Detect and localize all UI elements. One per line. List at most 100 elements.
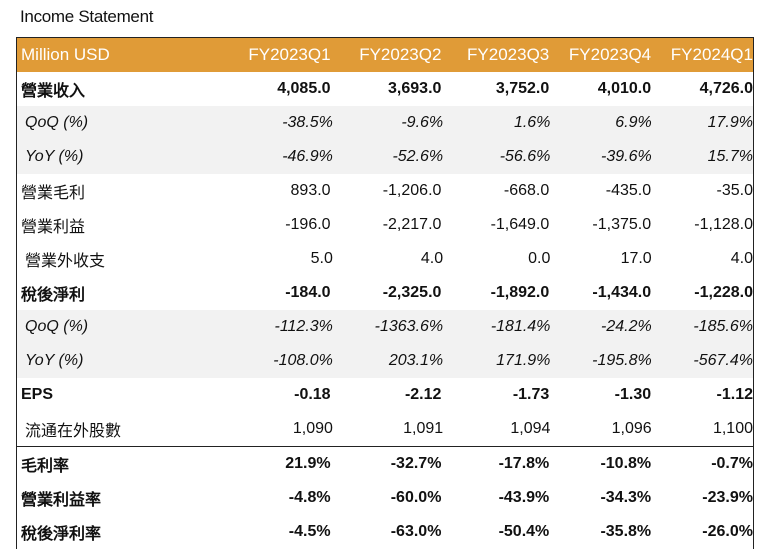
row-value: 4.0	[730, 250, 753, 267]
row-value: -112.3%	[274, 318, 333, 335]
row-value: 203.1%	[388, 352, 444, 369]
row-value: 17.9%	[707, 114, 753, 131]
row-value: -1,128.0	[694, 216, 753, 233]
row-value: -9.6%	[401, 114, 444, 131]
row-label: 營業收入	[21, 83, 86, 100]
row-value: -39.6%	[601, 148, 652, 165]
row-value: -10.8%	[600, 455, 652, 472]
table-row: 營業利益率 -4.8% -60.0% -43.9% -34.3% -23.9%	[17, 481, 753, 515]
row-value: -196.0	[285, 216, 331, 233]
row-value: -26.0%	[702, 523, 753, 540]
row-value: 5.0	[310, 250, 333, 267]
row-value: -60.0%	[390, 489, 442, 506]
row-label: QoQ (%)	[25, 114, 89, 131]
row-value: 15.7%	[707, 148, 753, 165]
row-value: -435.0	[605, 182, 652, 199]
row-label: 營業外收支	[25, 253, 106, 270]
row-label: 毛利率	[21, 458, 70, 475]
row-value: -2,325.0	[382, 284, 442, 301]
row-label: EPS	[21, 386, 54, 403]
table-row: EPS -0.18 -2.12 -1.73 -1.30 -1.12	[17, 378, 753, 412]
table-row: 營業毛利 893.0 -1,206.0 -668.0 -435.0 -35.0	[17, 174, 753, 208]
row-value: -2,217.0	[382, 216, 442, 233]
row-value: -35.8%	[600, 523, 652, 540]
row-value: 893.0	[290, 182, 331, 199]
row-value: -4.8%	[288, 489, 331, 506]
row-value: -56.6%	[499, 148, 551, 165]
row-value: -52.6%	[392, 148, 444, 165]
row-value: -1.12	[716, 386, 753, 403]
row-value: -567.4%	[693, 352, 753, 369]
header-period: FY2023Q1	[248, 45, 331, 64]
table-row: 毛利率 21.9% -32.7% -17.8% -10.8% -0.7%	[17, 446, 753, 481]
table-row: QoQ (%) -112.3% -1363.6% -181.4% -24.2% -185.…	[17, 310, 753, 344]
row-value: -181.4%	[490, 318, 551, 335]
row-value: 1,100	[712, 420, 753, 437]
row-value: 1.6%	[513, 114, 551, 131]
row-value: -35.0	[716, 182, 753, 199]
row-value: -195.8%	[592, 352, 652, 369]
table-row: 稅後淨利率 -4.5% -63.0% -50.4% -35.8% -26.0%	[17, 515, 753, 549]
row-value: 17.0	[620, 250, 652, 267]
row-label: 稅後淨利率	[21, 526, 102, 543]
header-period: FY2023Q2	[359, 45, 442, 64]
table-row: 營業利益 -196.0 -2,217.0 -1,649.0 -1,375.0 -1,128…	[17, 208, 753, 242]
row-value: -0.18	[294, 386, 331, 403]
row-value: -24.2%	[601, 318, 652, 335]
row-value: -1,649.0	[490, 216, 550, 233]
row-value: -1,228.0	[694, 284, 753, 301]
row-value: 4,085.0	[277, 80, 331, 97]
row-value: 3,693.0	[388, 80, 442, 97]
row-value: -2.12	[404, 386, 442, 403]
header-period: FY2024Q1	[670, 45, 753, 64]
row-label: 稅後淨利	[21, 287, 86, 304]
row-value: -1,434.0	[592, 284, 652, 301]
row-label: 營業毛利	[21, 185, 86, 202]
row-value: -0.7%	[711, 455, 753, 472]
row-value: 171.9%	[496, 352, 551, 369]
header-label: Million USD	[21, 45, 110, 64]
header-period: FY2023Q4	[568, 45, 652, 64]
table-row: YoY (%) -46.9% -52.6% -56.6% -39.6% 15.7%	[17, 140, 753, 174]
row-label: 營業利益	[21, 219, 86, 236]
row-label: YoY (%)	[25, 352, 84, 369]
row-value: -1,375.0	[592, 216, 652, 233]
row-value: -17.8%	[498, 455, 550, 472]
row-value: -1,206.0	[382, 182, 442, 199]
row-label: QoQ (%)	[25, 318, 89, 335]
table-row: QoQ (%) -38.5% -9.6% 1.6% 6.9% 17.9%	[17, 106, 753, 140]
row-value: 3,752.0	[495, 80, 550, 97]
table-row: YoY (%) -108.0% 203.1% 171.9% -195.8% -567.4%	[17, 344, 753, 378]
row-label: 營業利益率	[21, 492, 102, 509]
row-value: 1,091	[403, 420, 444, 437]
row-value: -1.30	[614, 386, 652, 403]
row-value: -185.6%	[693, 318, 753, 335]
page-title: Income Statement	[20, 7, 154, 26]
row-value: -23.9%	[702, 489, 753, 506]
row-value: -1,892.0	[490, 284, 550, 301]
row-value: 6.9%	[615, 114, 652, 131]
row-value: 4.0	[420, 250, 444, 267]
row-value: 21.9%	[285, 455, 331, 472]
row-value: 4,010.0	[597, 80, 652, 97]
row-label: YoY (%)	[25, 148, 84, 165]
row-value: -1363.6%	[374, 318, 444, 335]
row-value: -4.5%	[288, 523, 331, 540]
row-value: -184.0	[285, 284, 331, 301]
table-row: 營業收入 4,085.0 3,693.0 3,752.0 4,010.0 4,726.0	[17, 72, 753, 106]
row-value: 0.0	[528, 250, 551, 267]
header-period: FY2023Q3	[467, 45, 550, 64]
row-value: 1,094	[510, 420, 551, 437]
row-label: 流通在外股數	[25, 423, 122, 440]
row-value: -32.7%	[390, 455, 442, 472]
row-value: -46.9%	[282, 148, 333, 165]
row-value: -1.73	[512, 386, 550, 403]
table-header: Million USD FY2023Q1 FY2023Q2 FY2023Q3 F…	[17, 38, 753, 72]
row-value: -50.4%	[498, 523, 550, 540]
row-value: -108.0%	[273, 352, 333, 369]
table-row: 流通在外股數 1,090 1,091 1,094 1,096 1,100	[17, 412, 753, 446]
row-value: 1,090	[292, 420, 333, 437]
row-value: -43.9%	[498, 489, 550, 506]
row-value: -34.3%	[600, 489, 652, 506]
table-row: 營業外收支 5.0 4.0 0.0 17.0 4.0	[17, 242, 753, 276]
